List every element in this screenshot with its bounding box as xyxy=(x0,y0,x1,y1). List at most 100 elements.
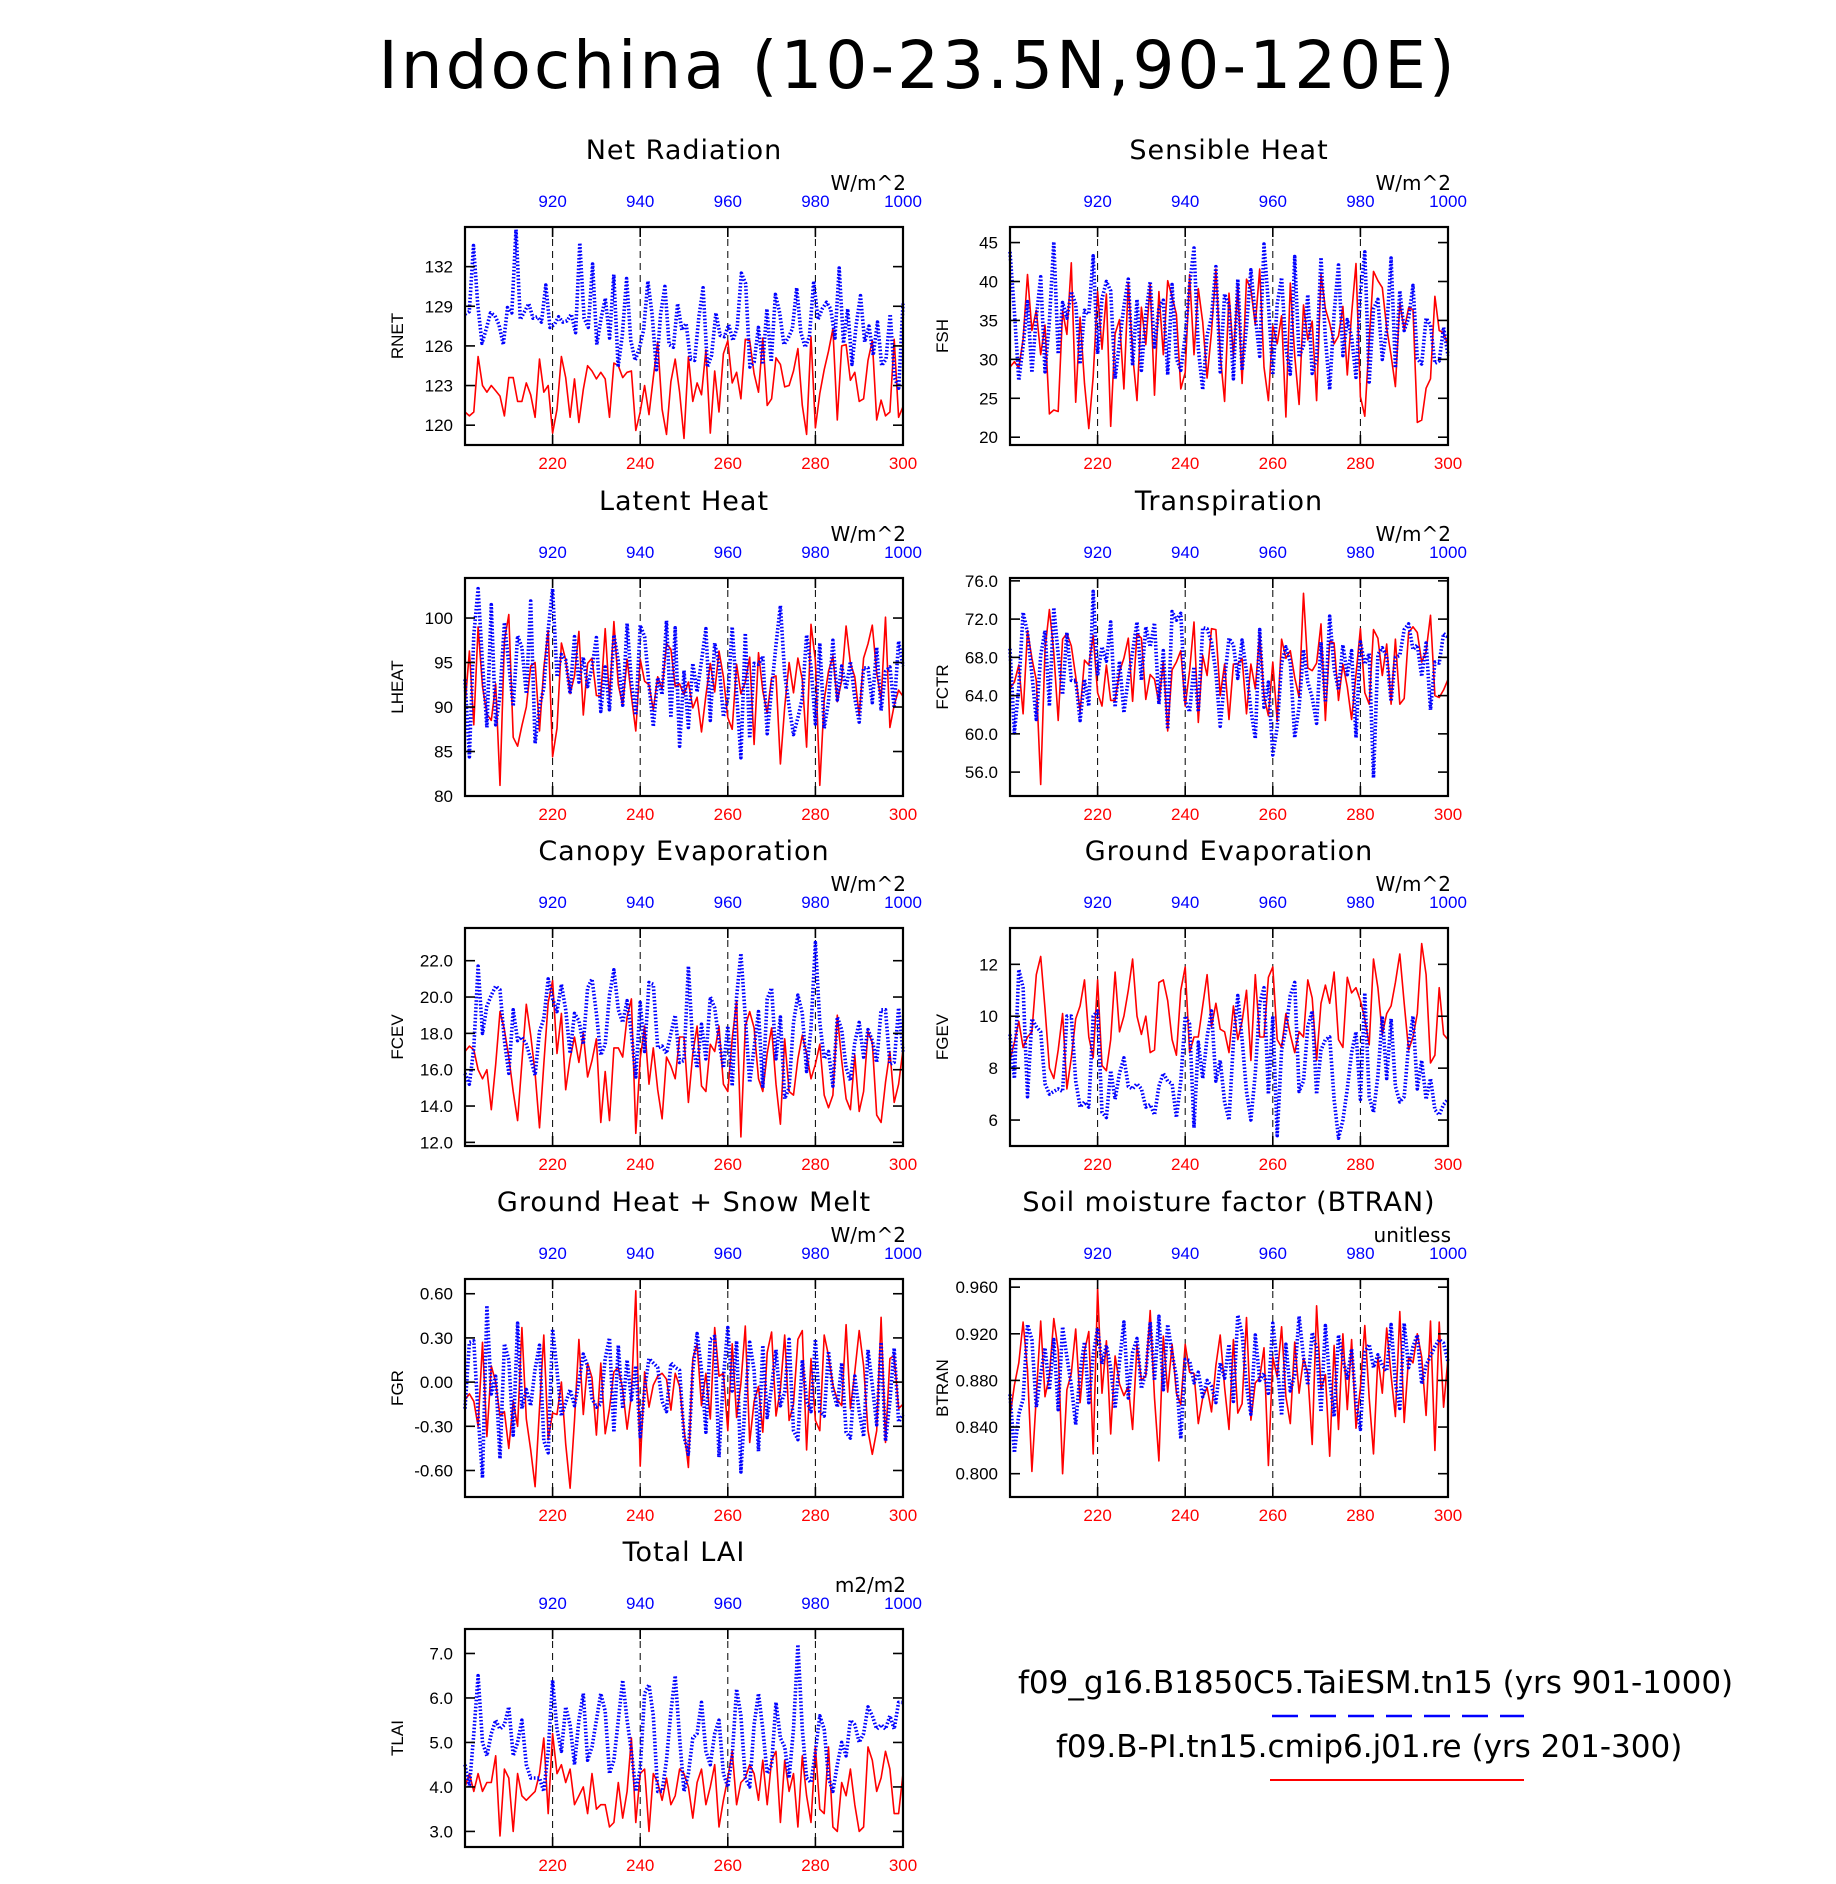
x-tick-label-top: 1000 xyxy=(1429,893,1467,912)
panel-title: Ground Heat + Snow Melt xyxy=(497,1187,871,1218)
x-tick-label-bottom: 240 xyxy=(626,805,654,824)
panel-soil-moisture-factor-btran: Soil moisture factor (BTRAN) unitless BTRA… xyxy=(933,1187,1467,1525)
y-tick-label: 20.0 xyxy=(420,988,453,1007)
y-axis-label: RNET xyxy=(388,313,407,359)
x-tick-label-top: 1000 xyxy=(1429,543,1467,562)
units-label: W/m^2 xyxy=(1376,872,1451,896)
plot-frame xyxy=(1008,225,1450,447)
x-tick-label-bottom: 260 xyxy=(714,1856,742,1875)
series-line-red xyxy=(1009,261,1449,430)
y-tick-label: 95 xyxy=(434,654,453,673)
x-tick-label-top: 940 xyxy=(1171,1244,1199,1263)
x-tick-label-bottom: 240 xyxy=(1171,805,1199,824)
x-tick-label-top: 980 xyxy=(1346,1244,1374,1263)
units-label: W/m^2 xyxy=(831,522,906,546)
y-tick-label: 14.0 xyxy=(420,1097,453,1116)
x-tick-label-bottom: 240 xyxy=(626,1856,654,1875)
x-tick-label-bottom: 300 xyxy=(889,1506,917,1525)
series-line-blue xyxy=(1008,589,1450,780)
x-tick-label-top: 980 xyxy=(801,1594,829,1613)
legend-entry-red: f09.B-PI.tn15.cmip6.j01.re (yrs 201-300) xyxy=(1056,1729,1682,1765)
x-tick-label-bottom: 260 xyxy=(1259,454,1287,473)
x-tick-label-top: 920 xyxy=(538,893,566,912)
x-tick-label-top: 960 xyxy=(714,192,742,211)
panel-transpiration: Transpiration W/m^2 FCTR 56.0 60.0 64.0 68.0 72… xyxy=(933,486,1467,824)
panel-title: Sensible Heat xyxy=(1129,135,1328,166)
x-tick-label-top: 960 xyxy=(714,893,742,912)
x-tick-label-bottom: 220 xyxy=(538,805,566,824)
plot-frame xyxy=(1008,576,1450,798)
y-axis-label: FCEV xyxy=(388,1014,407,1060)
x-tick-label-bottom: 300 xyxy=(889,1856,917,1875)
x-tick-label-top: 980 xyxy=(1346,893,1374,912)
y-tick-label: 126 xyxy=(425,337,453,356)
y-tick-label: 3.0 xyxy=(429,1822,453,1841)
x-tick-label-bottom: 260 xyxy=(1259,805,1287,824)
y-tick-label: 60.0 xyxy=(965,725,998,744)
y-tick-label: 10 xyxy=(979,1007,998,1026)
x-tick-label-top: 980 xyxy=(1346,543,1374,562)
units-label: W/m^2 xyxy=(831,1223,906,1247)
plot-frame xyxy=(463,225,905,447)
x-tick-label-top: 960 xyxy=(1259,893,1287,912)
y-axis-label: FGR xyxy=(388,1370,407,1406)
units-label: W/m^2 xyxy=(1376,171,1451,195)
x-tick-label-top: 1000 xyxy=(884,543,922,562)
units-label: W/m^2 xyxy=(831,872,906,896)
panel-sensible-heat: Sensible Heat W/m^2 FSH 20 25 30 35 40 45 220 240 2… xyxy=(933,135,1467,473)
y-tick-label: 0.880 xyxy=(955,1371,998,1390)
series-line-blue xyxy=(1008,967,1450,1140)
y-tick-label: 4.0 xyxy=(429,1778,453,1797)
y-tick-label: 0.840 xyxy=(955,1418,998,1437)
y-tick-label: 16.0 xyxy=(420,1061,453,1080)
units-label: W/m^2 xyxy=(831,171,906,195)
x-tick-label-bottom: 220 xyxy=(538,1506,566,1525)
x-tick-label-top: 980 xyxy=(1346,192,1374,211)
plot-frame xyxy=(463,1627,905,1849)
plot-frame xyxy=(1008,1277,1450,1499)
series-line-red xyxy=(1009,942,1449,1090)
legend-entry-blue: f09_g16.B1850C5.TaiESM.tn15 (yrs 901-100… xyxy=(1018,1665,1733,1701)
x-tick-label-top: 940 xyxy=(626,1594,654,1613)
y-tick-label: -0.60 xyxy=(414,1461,453,1480)
x-tick-label-top: 1000 xyxy=(884,893,922,912)
y-tick-label: 64.0 xyxy=(965,687,998,706)
x-tick-label-top: 920 xyxy=(1083,543,1111,562)
y-tick-label: 0.960 xyxy=(955,1278,998,1297)
x-tick-label-top: 960 xyxy=(714,1244,742,1263)
x-tick-label-bottom: 280 xyxy=(801,454,829,473)
panel-title: Total LAI xyxy=(622,1537,746,1568)
y-axis-label: LHEAT xyxy=(388,660,407,714)
y-tick-label: 12 xyxy=(979,955,998,974)
plot-frame xyxy=(1008,926,1450,1148)
x-tick-label-bottom: 280 xyxy=(1346,454,1374,473)
y-tick-label: 0.800 xyxy=(955,1465,998,1484)
x-tick-label-bottom: 260 xyxy=(714,1506,742,1525)
x-tick-label-top: 960 xyxy=(1259,1244,1287,1263)
x-tick-label-top: 960 xyxy=(714,1594,742,1613)
x-tick-label-bottom: 220 xyxy=(1083,1155,1111,1174)
y-tick-label: 25 xyxy=(979,389,998,408)
x-tick-label-top: 1000 xyxy=(1429,1244,1467,1263)
y-axis-label: FCTR xyxy=(933,664,952,709)
x-tick-label-top: 980 xyxy=(801,893,829,912)
x-tick-label-bottom: 300 xyxy=(1434,805,1462,824)
x-tick-label-top: 940 xyxy=(1171,893,1199,912)
series-line-blue xyxy=(463,586,905,760)
y-tick-label: 85 xyxy=(434,743,453,762)
x-tick-label-bottom: 240 xyxy=(1171,1155,1199,1174)
legend: f09_g16.B1850C5.TaiESM.tn15 (yrs 901-100… xyxy=(1018,1665,1733,1781)
units-label: W/m^2 xyxy=(1376,522,1451,546)
x-tick-label-top: 940 xyxy=(626,893,654,912)
panel-title: Soil moisture factor (BTRAN) xyxy=(1022,1187,1435,1218)
x-tick-label-bottom: 300 xyxy=(889,454,917,473)
y-tick-label: 0.920 xyxy=(955,1325,998,1344)
y-tick-label: 129 xyxy=(425,297,453,316)
x-tick-label-top: 1000 xyxy=(884,1244,922,1263)
x-tick-label-bottom: 220 xyxy=(538,1856,566,1875)
x-tick-label-bottom: 260 xyxy=(714,805,742,824)
y-tick-label: 76.0 xyxy=(965,572,998,591)
